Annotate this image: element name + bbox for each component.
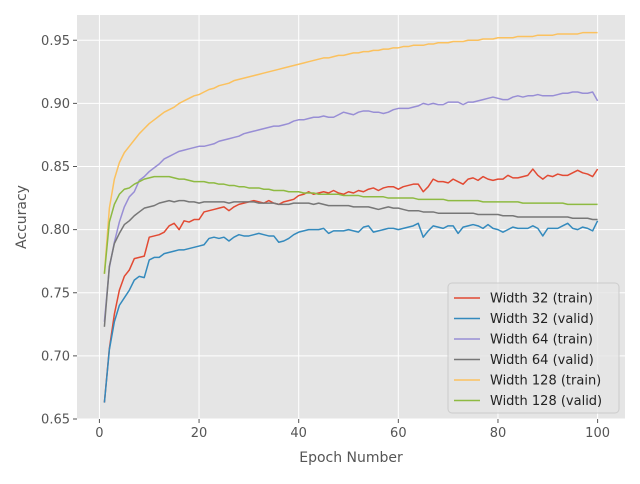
x-tick-label: 20 [191,426,208,441]
series-line-width-64-valid [103,199,598,327]
x-tick-label: 0 [95,426,103,441]
y-tick-label: 0.80 [41,223,70,238]
y-tick-label: 0.90 [41,97,70,112]
y-tick-label: 0.70 [41,349,70,364]
legend-entries: Width 32 (train) Width 32 (valid) Width 64… [454,292,602,409]
x-axis-label: Epoch Number [299,450,403,466]
legend: Width 32 (train) Width 32 (valid) Width 64… [447,282,620,414]
legend-label: Width 32 (valid) [490,312,594,327]
legend-label: Width 64 (valid) [490,353,594,368]
legend-box [447,282,620,414]
series-line-width-32-train [103,168,599,403]
x-tick-label: 100 [585,426,610,441]
legend-label: Width 128 (train) [490,374,601,389]
x-tick-label: 40 [290,426,307,441]
series-line-width-32-valid [103,220,599,403]
y-tick-label: 0.75 [41,286,70,301]
x-tick-label: 80 [490,426,507,441]
legend-label: Width 32 (train) [490,292,593,307]
y-tick-label: 0.65 [41,413,70,428]
legend-label: Width 128 (valid) [490,394,602,409]
legend-label: Width 64 (train) [490,333,593,348]
y-tick-label: 0.85 [41,160,70,175]
y-ticks: 0.65 0.70 0.75 0.80 0.85 0.90 0.95 [41,34,77,428]
series-layer [103,31,599,403]
y-tick-label: 0.95 [41,34,70,49]
series-line-width-64-train [103,91,599,322]
series-line-width-128-train [103,31,598,274]
x-tick-label: 60 [390,426,407,441]
y-axis-label: Accuracy [14,185,30,249]
series-line-width-128-valid [103,175,598,274]
x-ticks: 0 20 40 60 80 100 [95,419,610,441]
